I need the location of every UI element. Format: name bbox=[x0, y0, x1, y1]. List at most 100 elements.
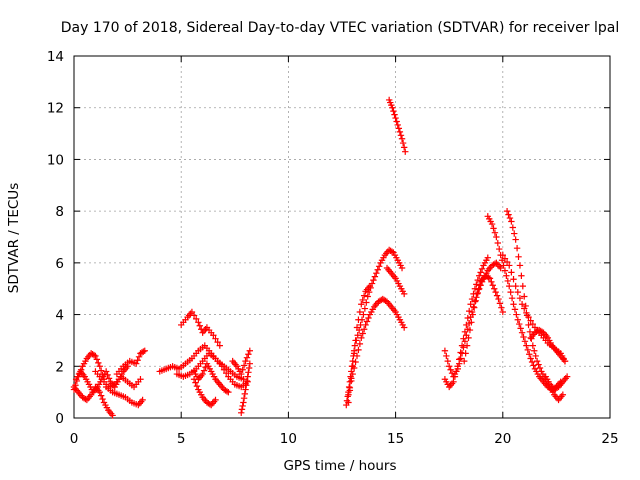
data-point bbox=[137, 376, 144, 383]
data-point bbox=[363, 318, 371, 325]
data-point bbox=[240, 399, 247, 406]
data-point bbox=[529, 342, 537, 349]
data-point bbox=[462, 350, 469, 357]
data-point bbox=[348, 375, 355, 382]
data-point bbox=[361, 305, 369, 312]
data-point bbox=[400, 144, 408, 151]
series-arc-11 bbox=[190, 376, 219, 409]
data-point bbox=[345, 383, 353, 391]
x-tick-label: 5 bbox=[177, 431, 186, 447]
data-point bbox=[521, 305, 528, 312]
data-point bbox=[529, 320, 537, 328]
data-point bbox=[239, 366, 246, 373]
data-point bbox=[519, 282, 527, 290]
data-point bbox=[238, 370, 245, 378]
data-point bbox=[527, 355, 534, 362]
data-point bbox=[99, 395, 106, 403]
data-point bbox=[356, 308, 364, 316]
data-point bbox=[141, 347, 148, 354]
data-point bbox=[506, 262, 513, 269]
data-point bbox=[501, 255, 509, 262]
data-point bbox=[457, 355, 464, 362]
data-point bbox=[469, 311, 476, 318]
data-point bbox=[504, 277, 512, 285]
data-point bbox=[463, 342, 471, 349]
data-point bbox=[195, 319, 202, 326]
data-point bbox=[238, 409, 245, 417]
series-arc-03 bbox=[72, 363, 131, 396]
data-point bbox=[223, 388, 231, 395]
data-point bbox=[346, 378, 354, 385]
y-tick-label: 4 bbox=[55, 308, 64, 324]
data-point bbox=[454, 363, 461, 370]
data-point bbox=[240, 362, 248, 369]
data-point bbox=[508, 294, 516, 302]
data-point bbox=[360, 311, 367, 318]
data-point bbox=[225, 388, 232, 396]
data-point bbox=[360, 292, 368, 299]
data-point bbox=[212, 335, 219, 342]
data-point bbox=[132, 360, 140, 367]
data-point bbox=[351, 342, 359, 349]
data-point bbox=[242, 357, 249, 365]
data-point bbox=[473, 281, 480, 288]
data-point bbox=[134, 357, 141, 364]
data-point bbox=[355, 346, 362, 354]
series-arc-16 bbox=[345, 282, 374, 406]
data-point bbox=[140, 348, 147, 355]
series-arc-26 bbox=[542, 373, 571, 393]
y-tick-label: 2 bbox=[55, 359, 64, 375]
plot-frame bbox=[73, 55, 611, 419]
data-point bbox=[451, 373, 459, 380]
data-point bbox=[446, 363, 453, 370]
data-point bbox=[514, 288, 522, 296]
data-point bbox=[476, 272, 483, 279]
data-point bbox=[461, 328, 469, 336]
series-arc-21 bbox=[461, 272, 506, 365]
data-point bbox=[489, 282, 496, 289]
data-point bbox=[370, 276, 377, 284]
data-point bbox=[533, 357, 541, 365]
data-point bbox=[503, 258, 511, 266]
data-point bbox=[526, 328, 534, 336]
data-point bbox=[396, 128, 404, 136]
data-point bbox=[389, 104, 396, 111]
data-point bbox=[478, 265, 486, 273]
data-point bbox=[400, 290, 408, 298]
data-point bbox=[484, 254, 491, 261]
x-tick-label: 20 bbox=[494, 431, 511, 447]
data-point bbox=[90, 351, 98, 359]
data-point bbox=[530, 362, 537, 369]
data-point bbox=[512, 236, 519, 243]
data-point bbox=[346, 387, 354, 394]
data-point bbox=[513, 311, 520, 318]
data-point bbox=[523, 342, 530, 349]
data-point bbox=[214, 338, 221, 346]
series-arc-06 bbox=[113, 347, 148, 378]
data-point bbox=[512, 282, 519, 290]
series-arc-01 bbox=[70, 350, 108, 393]
data-point bbox=[501, 267, 509, 274]
data-point bbox=[398, 135, 406, 142]
series-arc-20 bbox=[441, 254, 491, 391]
data-point bbox=[443, 352, 450, 360]
data-point bbox=[102, 368, 110, 375]
x-axis-label: GPS time / hours bbox=[283, 458, 396, 474]
data-point bbox=[492, 288, 499, 296]
data-point bbox=[366, 282, 374, 290]
data-point bbox=[374, 266, 381, 273]
data-point bbox=[245, 364, 253, 372]
data-point bbox=[535, 361, 542, 368]
data-point bbox=[352, 337, 359, 344]
data-point bbox=[515, 253, 522, 261]
data-point bbox=[523, 309, 530, 317]
data-point bbox=[216, 342, 223, 349]
data-point bbox=[464, 314, 471, 322]
data-point bbox=[474, 276, 481, 284]
data-point bbox=[359, 296, 366, 304]
series-arc-12 bbox=[229, 347, 254, 378]
data-point bbox=[202, 363, 209, 371]
data-point bbox=[399, 139, 407, 147]
data-point bbox=[563, 373, 571, 380]
data-point bbox=[466, 326, 474, 334]
